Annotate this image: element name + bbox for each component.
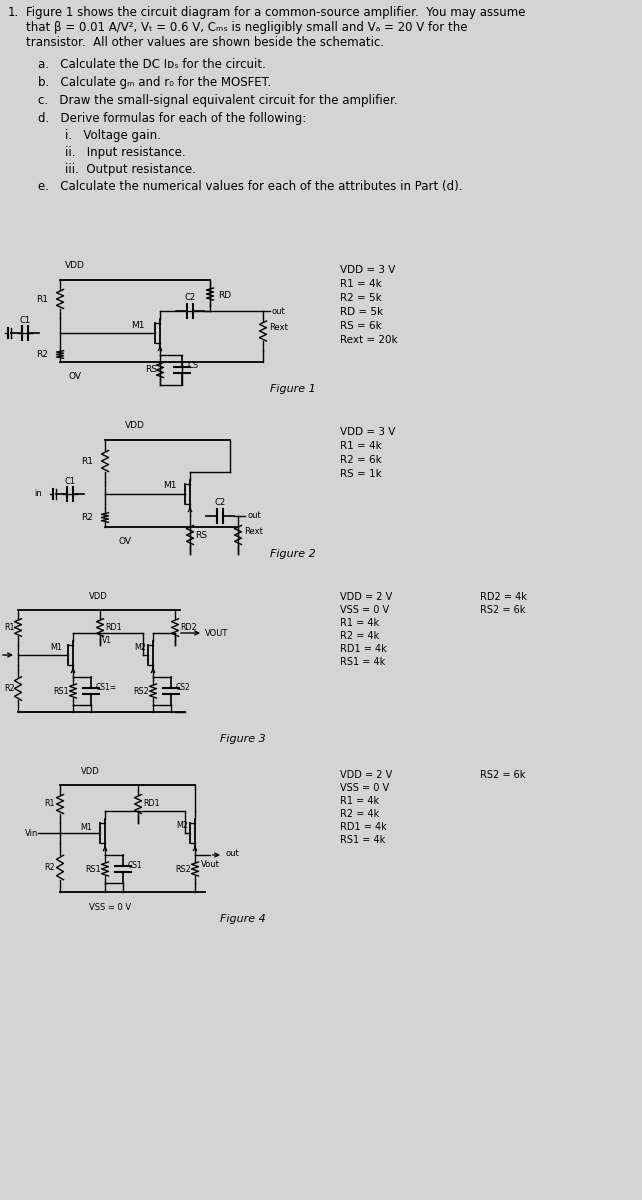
Text: RS2 = 6k: RS2 = 6k [480,770,525,780]
Text: iii.  Output resistance.: iii. Output resistance. [65,163,196,176]
Text: VDD = 2 V: VDD = 2 V [340,592,392,602]
Text: VDD: VDD [65,260,85,270]
Text: VSS = 0 V: VSS = 0 V [89,902,131,912]
Text: b.   Calculate gₘ and r₀ for the MOSFET.: b. Calculate gₘ and r₀ for the MOSFET. [38,76,272,89]
Text: Vout: Vout [200,860,220,869]
Text: Vin: Vin [24,828,38,838]
Text: M1: M1 [164,481,177,491]
Text: RS: RS [145,366,157,374]
Text: R2: R2 [36,350,48,359]
Text: RD2: RD2 [180,623,196,632]
Text: Figure 1 shows the circuit diagram for a common-source amplifier.  You may assum: Figure 1 shows the circuit diagram for a… [26,6,526,19]
Text: CS1=: CS1= [96,683,117,691]
Text: Rext: Rext [244,528,263,536]
Text: R2: R2 [4,684,15,692]
Text: R2: R2 [44,863,55,872]
Text: R1: R1 [36,294,48,304]
Text: 1.: 1. [8,6,19,19]
Text: RS: RS [195,530,207,540]
Text: R1 = 4k: R1 = 4k [340,278,382,289]
Text: Figure 3: Figure 3 [220,734,266,744]
Text: CS1: CS1 [128,860,143,870]
Text: Figure 1: Figure 1 [270,384,316,394]
Text: out: out [247,511,261,521]
Text: R1 = 4k: R1 = 4k [340,618,379,628]
Text: C1: C1 [19,316,31,325]
Text: Figure 4: Figure 4 [220,914,266,924]
Text: RS1 = 4k: RS1 = 4k [340,835,385,845]
Text: M1: M1 [132,320,145,330]
Text: RD1: RD1 [105,623,121,632]
Text: CS: CS [187,360,198,370]
Text: RD1: RD1 [143,799,160,809]
Text: R1: R1 [4,623,15,632]
Text: R1: R1 [81,456,93,466]
Text: V1: V1 [102,636,112,646]
Text: R1 = 4k: R1 = 4k [340,796,379,806]
Text: Rext: Rext [269,324,288,332]
Text: i.   Voltage gain.: i. Voltage gain. [65,128,161,142]
Text: M1: M1 [80,823,92,833]
Text: R2 = 5k: R2 = 5k [340,293,382,302]
Text: Figure 2: Figure 2 [270,550,316,559]
Text: OV: OV [119,538,132,546]
Text: R2 = 4k: R2 = 4k [340,631,379,641]
Text: VDD = 2 V: VDD = 2 V [340,770,392,780]
Text: VSS = 0 V: VSS = 0 V [340,782,389,793]
Text: VDD: VDD [81,767,100,776]
Text: ii.   Input resistance.: ii. Input resistance. [65,146,186,158]
Text: M2: M2 [176,821,188,829]
Text: that β = 0.01 A/V², Vₜ = 0.6 V, Cₘₛ is negligibly small and Vₐ = 20 V for the: that β = 0.01 A/V², Vₜ = 0.6 V, Cₘₛ is n… [26,20,467,34]
Text: RS1 = 4k: RS1 = 4k [340,658,385,667]
Text: M1: M1 [50,642,62,652]
Text: out: out [225,848,239,858]
Text: VDD: VDD [89,592,107,601]
Text: R2 = 4k: R2 = 4k [340,809,379,818]
Text: d.   Derive formulas for each of the following:: d. Derive formulas for each of the follo… [38,112,306,125]
Text: R2 = 6k: R2 = 6k [340,455,382,464]
Text: R2: R2 [81,514,93,522]
Text: RS2 = 6k: RS2 = 6k [480,605,525,614]
Text: RD1 = 4k: RD1 = 4k [340,644,386,654]
Text: VOUT: VOUT [205,629,229,637]
Text: RS2: RS2 [175,864,191,874]
Text: VDD = 3 V: VDD = 3 V [340,265,395,275]
Text: C2: C2 [184,293,196,302]
Text: transistor.  All other values are shown beside the schematic.: transistor. All other values are shown b… [26,36,384,49]
Text: RS = 6k: RS = 6k [340,320,382,331]
Text: RS1: RS1 [85,864,101,874]
Text: RD: RD [218,290,231,300]
Text: R1: R1 [44,799,55,809]
Text: VSS = 0 V: VSS = 0 V [340,605,389,614]
Text: c.   Draw the small-signal equivalent circuit for the amplifier.: c. Draw the small-signal equivalent circ… [38,94,397,107]
Text: RS1: RS1 [53,686,69,696]
Text: in: in [34,490,42,498]
Text: RD2 = 4k: RD2 = 4k [480,592,527,602]
Text: RD = 5k: RD = 5k [340,307,383,317]
Text: RD1 = 4k: RD1 = 4k [340,822,386,832]
Text: Rext = 20k: Rext = 20k [340,335,397,346]
Text: C1: C1 [64,476,76,486]
Text: OV: OV [69,372,82,382]
Text: RS2: RS2 [134,686,149,696]
Text: VDD: VDD [125,421,145,430]
Text: CS2: CS2 [176,683,191,691]
Text: a.   Calculate the DC Iᴅₛ for the circuit.: a. Calculate the DC Iᴅₛ for the circuit. [38,58,266,71]
Text: M2: M2 [134,642,146,652]
Text: C2: C2 [214,498,225,506]
Text: R1 = 4k: R1 = 4k [340,440,382,451]
Text: VDD = 3 V: VDD = 3 V [340,427,395,437]
Text: e.   Calculate the numerical values for each of the attributes in Part (d).: e. Calculate the numerical values for ea… [38,180,462,193]
Text: out: out [272,306,286,316]
Text: RS = 1k: RS = 1k [340,469,382,479]
